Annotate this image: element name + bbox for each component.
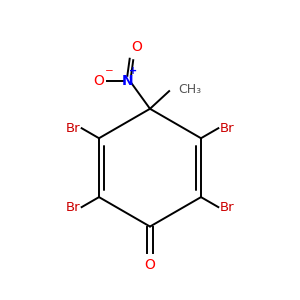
Text: +: +: [129, 65, 137, 76]
Text: CH₃: CH₃: [178, 83, 201, 96]
Text: O: O: [131, 40, 142, 54]
Text: −: −: [105, 65, 114, 76]
Text: Br: Br: [66, 122, 80, 135]
Text: Br: Br: [66, 201, 80, 214]
Text: O: O: [93, 74, 104, 88]
Text: N: N: [122, 74, 134, 88]
Text: Br: Br: [220, 201, 234, 214]
Text: Br: Br: [220, 122, 234, 135]
Text: O: O: [145, 258, 155, 272]
